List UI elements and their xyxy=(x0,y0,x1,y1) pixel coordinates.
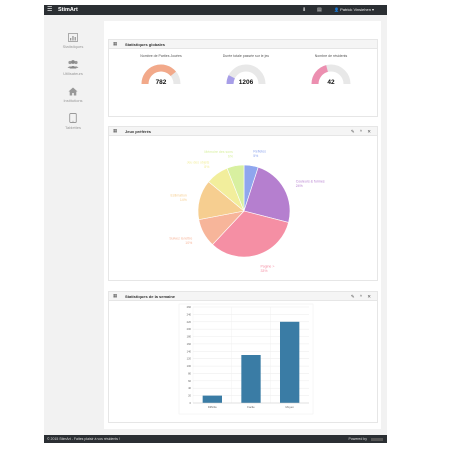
pie-value-label: 6% xyxy=(228,155,233,159)
bar-chart: 0 20 40 60 80 100 120 140 160 180 200 220 240 260 Diff… xyxy=(178,303,314,415)
x-tick-label: Difficile xyxy=(208,405,217,409)
pie-slice[interactable] xyxy=(243,166,291,223)
sidebar-item-utilisateurs[interactable]: Utilisateurs xyxy=(44,60,102,76)
gauge-dial xyxy=(311,64,351,85)
panel-global-stats: ▦ Statistiques globales Nombre de Partie… xyxy=(108,39,378,117)
user-name: Patrick Vinsiehen ▾ xyxy=(340,7,375,12)
panel-favorite-games: ▦ Jeux préférés ✎ ^ ✕ Refletes 5% Couleurs… xyxy=(108,126,378,281)
y-tick-label: 20 xyxy=(188,394,191,398)
pie-value-label: 8% xyxy=(204,165,209,169)
user-icon: 👤 xyxy=(334,7,339,12)
panel-weekly-stats: ▦ Statistiques de la semaine ✎ ^ ✕ 0 20 40… xyxy=(108,291,378,423)
panel-title: Statistiques de la semaine xyxy=(125,294,176,300)
download-icon[interactable]: ⬇ xyxy=(302,6,307,13)
gauge-title: Nombre de Parties Jouées xyxy=(140,54,182,58)
panel-tools[interactable]: ✎ ^ ✕ xyxy=(350,293,373,299)
bar[interactable] xyxy=(202,395,222,403)
y-tick-label: 160 xyxy=(187,342,192,346)
pie-label: Jeu des objets xyxy=(187,160,210,164)
gauge-value: 782 xyxy=(155,79,167,86)
sidebar-item-label: Institutions xyxy=(63,98,83,103)
footer-copyright: © 2015 StimArt - Faites plaisir à vos ré… xyxy=(47,437,120,441)
y-tick-label: 200 xyxy=(187,327,192,331)
bar[interactable] xyxy=(280,321,300,403)
y-tick-label: 120 xyxy=(187,357,192,361)
sidebar-item-statistiques[interactable]: Statistiques xyxy=(44,33,102,49)
table-icon: ▦ xyxy=(113,128,118,133)
gauge-title: Nombre de résidents xyxy=(314,54,348,58)
gauge-title: Durée totale passée sur le jeu xyxy=(222,54,270,58)
panel-header: ▦ Statistiques globales xyxy=(109,40,377,49)
pie-value-label: 33% xyxy=(260,269,267,273)
tablet-icon xyxy=(69,113,77,123)
pie-label: Refletes xyxy=(253,150,266,154)
pie-value-label: 5% xyxy=(253,154,258,158)
gauge-value: 1206 xyxy=(238,79,254,86)
pie-value-label: 14% xyxy=(180,198,187,202)
top-navbar: ☰ StimArt ⬇ ▤ 👤 Patrick Vinsiehen ▾ xyxy=(44,5,387,15)
pie-label: Mémoire des sons xyxy=(204,150,233,154)
table-icon: ▦ xyxy=(113,293,118,298)
gauge-dial xyxy=(226,64,266,85)
y-tick-label: 0 xyxy=(190,401,192,405)
brand-title[interactable]: StimArt xyxy=(58,6,78,13)
powered-by-logo xyxy=(371,437,383,441)
sidebar-item-label: Statistiques xyxy=(62,44,84,49)
main-content: ▦ Statistiques globales Nombre de Partie… xyxy=(104,21,381,429)
gauge-value: 42 xyxy=(327,79,335,86)
gauge-dial xyxy=(141,64,181,85)
bar[interactable] xyxy=(241,355,261,403)
sidebar-item-institutions[interactable]: Institutions xyxy=(44,87,102,103)
y-tick-label: 260 xyxy=(187,305,192,309)
sidebar-item-tablettes[interactable]: Tablettes xyxy=(44,113,102,130)
user-menu[interactable]: 👤 Patrick Vinsiehen ▾ xyxy=(334,7,374,12)
document-icon[interactable]: ▤ xyxy=(317,6,322,13)
y-tick-label: 140 xyxy=(187,349,192,353)
panel-tools[interactable]: ✎ ^ ✕ xyxy=(350,128,373,134)
sidebar-item-label: Utilisateurs xyxy=(63,71,83,76)
x-tick-label: Facile xyxy=(247,405,255,409)
footer-powered-by: Powered by xyxy=(348,437,367,441)
gauge-duree: Durée totale passée sur le jeu 1206 xyxy=(206,54,286,86)
pie-slice[interactable] xyxy=(212,210,289,258)
y-tick-label: 80 xyxy=(188,371,191,375)
app-window: ☰ StimArt ⬇ ▤ 👤 Patrick Vinsiehen ▾ Stat… xyxy=(44,5,387,443)
users-icon xyxy=(67,60,79,69)
pie-value-label: 24% xyxy=(296,184,303,188)
panel-header: ▦ Statistiques de la semaine ✎ ^ ✕ xyxy=(109,292,377,301)
pie-label: Estimation xyxy=(171,193,187,197)
bar-chart-icon xyxy=(68,33,78,42)
home-icon xyxy=(68,87,78,96)
pie-slice[interactable] xyxy=(226,164,245,212)
panel-title: Statistiques globales xyxy=(125,42,166,48)
y-tick-label: 240 xyxy=(187,312,192,316)
y-tick-label: 100 xyxy=(187,364,192,368)
pie-label: Couleurs & formes xyxy=(296,180,325,184)
gauge-residents: Nombre de résidents 42 xyxy=(291,54,371,86)
sidebar: Statistiques Utilisateurs Institutions xyxy=(44,15,102,435)
pie-label: Suivez la lettre xyxy=(169,236,192,240)
y-tick-label: 40 xyxy=(188,386,191,390)
footer: © 2015 StimArt - Faites plaisir à vos ré… xyxy=(44,435,387,443)
y-tick-label: 60 xyxy=(188,379,191,383)
menu-icon[interactable]: ☰ xyxy=(47,7,53,13)
y-tick-label: 220 xyxy=(187,320,192,324)
y-tick-label: 180 xyxy=(187,335,192,339)
sidebar-item-label: Tablettes xyxy=(64,125,81,130)
x-tick-label: Moyen xyxy=(285,405,294,409)
pie-label: Pagine > xyxy=(260,265,274,269)
gauge-parties: Nombre de Parties Jouées 782 xyxy=(121,54,201,86)
panel-title: Jeux préférés xyxy=(125,129,152,135)
panel-header: ▦ Jeux préférés ✎ ^ ✕ xyxy=(109,127,377,136)
table-icon: ▦ xyxy=(113,41,118,46)
pie-value-label: 10% xyxy=(185,241,192,245)
